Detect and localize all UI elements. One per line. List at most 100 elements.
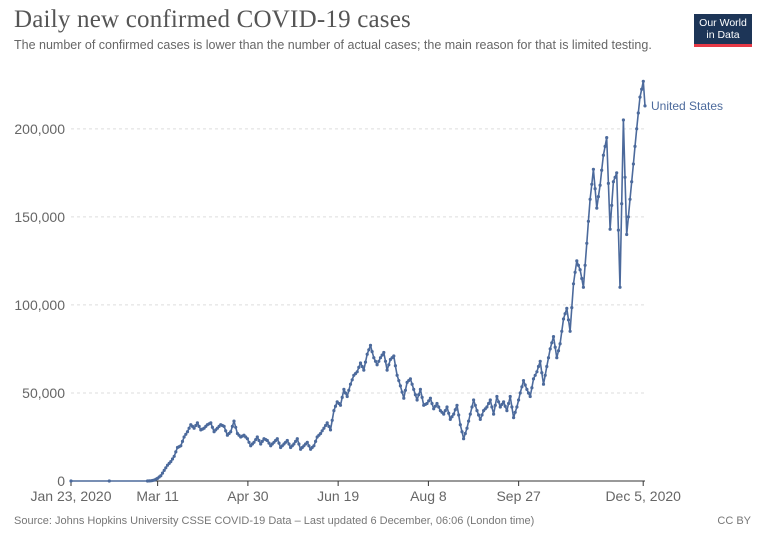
data-point[interactable] [475,409,479,413]
data-point[interactable] [520,385,524,389]
data-point[interactable] [462,437,466,441]
data-point[interactable] [430,401,434,406]
data-point[interactable] [338,403,343,407]
data-point[interactable] [433,404,437,408]
data-point[interactable] [255,435,259,439]
data-point[interactable] [357,365,361,369]
data-point[interactable] [613,175,617,179]
data-point[interactable] [428,396,432,400]
data-point[interactable] [275,437,279,441]
data-point[interactable] [480,413,484,417]
data-point[interactable] [578,268,582,272]
data-point[interactable] [596,195,601,199]
data-point[interactable] [442,412,446,416]
data-point[interactable] [465,426,469,430]
data-point[interactable] [565,306,569,310]
data-point[interactable] [611,180,616,184]
data-point[interactable] [626,215,631,219]
data-point[interactable] [458,423,462,427]
data-point[interactable] [487,401,491,406]
data-point[interactable] [360,364,364,369]
data-point[interactable] [265,438,269,443]
data-point[interactable] [260,439,264,443]
data-point[interactable] [252,440,256,444]
data-point[interactable] [345,394,349,399]
data-point[interactable] [333,404,338,408]
data-point[interactable] [492,412,496,416]
data-point[interactable] [259,442,263,446]
data-point[interactable] [287,442,291,446]
data-point[interactable] [224,429,228,433]
data-point[interactable] [505,409,509,413]
data-point[interactable] [521,379,526,383]
data-point[interactable] [172,454,176,458]
data-point[interactable] [355,370,359,374]
data-point[interactable] [375,363,379,367]
data-point[interactable] [450,415,454,419]
data-point[interactable] [533,373,537,377]
data-point[interactable] [392,354,396,358]
data-point[interactable] [367,348,371,352]
data-point[interactable] [473,403,477,407]
data-point[interactable] [590,182,594,186]
data-point[interactable] [342,387,346,391]
data-point[interactable] [502,400,506,404]
data-point[interactable] [185,430,190,434]
data-point[interactable] [470,405,474,409]
data-point[interactable] [610,203,614,207]
data-point[interactable] [452,412,456,416]
data-point[interactable] [245,437,249,441]
data-point[interactable] [507,401,511,406]
data-point[interactable] [570,306,574,310]
data-point[interactable] [518,391,522,395]
data-point[interactable] [495,394,499,399]
data-point[interactable] [170,457,175,461]
data-point[interactable] [477,413,481,417]
data-point[interactable] [550,341,554,345]
data-point[interactable] [362,368,366,372]
data-point[interactable] [410,382,414,386]
data-point[interactable] [621,118,626,122]
data-point[interactable] [555,356,559,360]
data-point[interactable] [387,363,391,367]
data-point[interactable] [628,197,632,201]
data-point[interactable] [606,181,611,185]
data-point[interactable] [525,387,529,391]
data-point[interactable] [498,405,502,409]
data-point[interactable] [620,202,624,206]
data-point[interactable] [566,318,571,322]
data-point[interactable] [372,356,376,360]
data-point[interactable] [541,382,546,386]
data-point[interactable] [591,167,596,171]
owid-logo[interactable]: Our World in Data [694,14,752,47]
data-point[interactable] [324,423,328,428]
data-point[interactable] [625,232,629,237]
data-point[interactable] [545,364,549,369]
data-point[interactable] [257,438,261,443]
data-point[interactable] [508,394,512,399]
data-point[interactable] [535,370,539,374]
data-point[interactable] [187,426,191,430]
data-point[interactable] [571,282,576,286]
data-point[interactable] [377,359,381,363]
data-point[interactable] [623,175,627,179]
data-point[interactable] [468,412,472,416]
data-point[interactable] [347,388,351,392]
data-point[interactable] [234,425,238,429]
data-point[interactable] [443,409,447,413]
data-point[interactable] [232,419,236,423]
data-point[interactable] [583,263,587,267]
data-point[interactable] [330,418,334,422]
data-point[interactable] [435,401,439,406]
data-point[interactable] [437,405,441,409]
data-point[interactable] [581,285,586,289]
data-point[interactable] [546,356,551,360]
data-point[interactable] [635,127,639,131]
data-point[interactable] [164,466,168,470]
data-point[interactable] [415,398,419,402]
data-point[interactable] [455,403,459,407]
data-point[interactable] [448,417,452,421]
data-point[interactable] [322,426,326,430]
data-point[interactable] [277,441,281,445]
data-point[interactable] [553,345,557,349]
